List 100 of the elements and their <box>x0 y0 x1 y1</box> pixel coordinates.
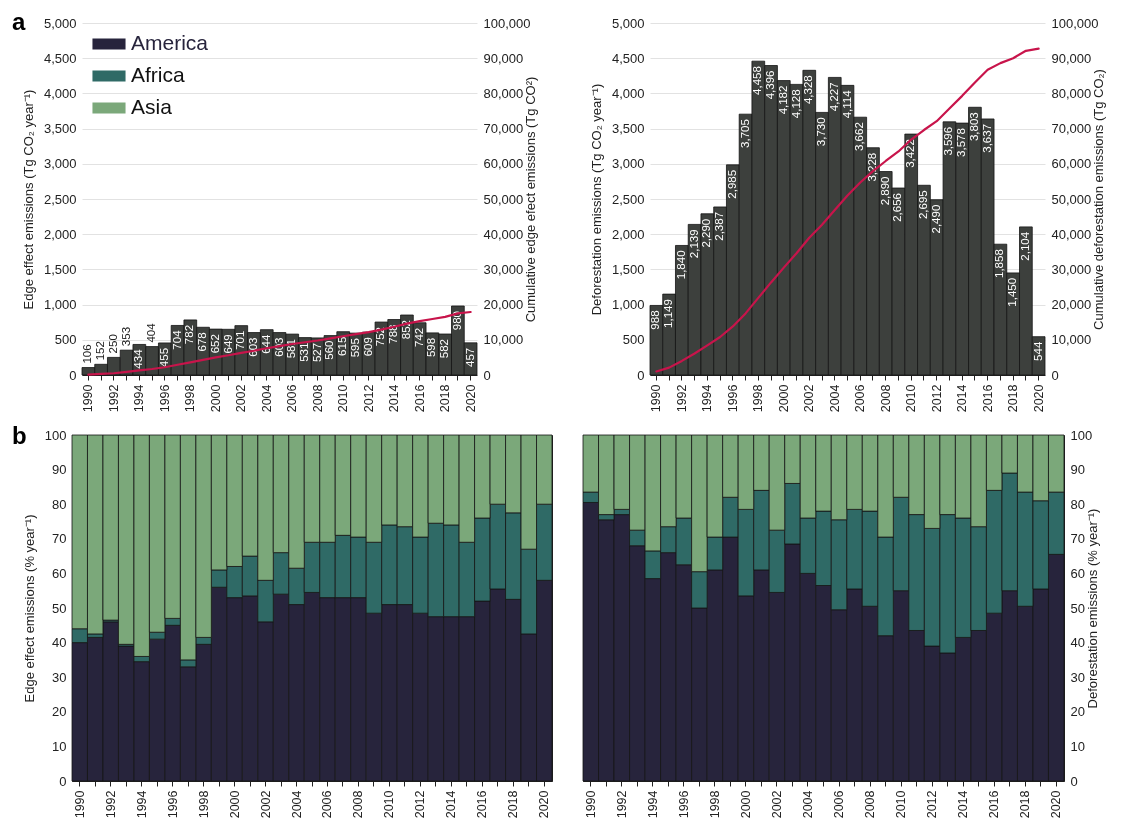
data-label: 1,149 <box>662 299 675 328</box>
data-label: 609 <box>361 337 374 357</box>
x-tick-label: 1992 <box>674 384 689 413</box>
x-tick-label: 2020 <box>463 384 478 413</box>
y-tick-label: 0 <box>637 367 645 383</box>
y-tick-label: 500 <box>54 332 77 348</box>
data-label: 152 <box>94 341 107 361</box>
y2-tick-label: 60,000 <box>483 156 524 172</box>
data-label: 106 <box>81 344 94 364</box>
data-label: 988 <box>649 310 662 330</box>
x-tick-label: 2008 <box>310 384 325 413</box>
data-label: 3,662 <box>853 122 866 151</box>
x-tick-label: 2014 <box>387 384 402 413</box>
data-label: 4,128 <box>789 89 802 119</box>
x-tick-label: 2000 <box>738 790 753 819</box>
data-label: 3,422 <box>904 139 917 168</box>
x-tick-label: 2012 <box>361 384 376 413</box>
x-tick-label: 2020 <box>1031 384 1046 413</box>
data-label: 3,637 <box>980 123 993 153</box>
data-label: 3,596 <box>942 126 955 156</box>
y2-axis-title: Cumulative deforestation emissions (Tg CO₂) <box>1091 69 1107 330</box>
x-tick-label: 2012 <box>413 790 428 819</box>
y-tick-label: 2,000 <box>611 226 645 242</box>
data-label: 2,890 <box>878 176 891 206</box>
y-tick-label: 2,000 <box>43 226 77 242</box>
data-label: 434 <box>132 348 145 369</box>
y2-axis-title: Cumulative edge efect emissions (Tg CO²) <box>523 76 539 323</box>
y-tick-label: 50 <box>52 600 67 616</box>
x-tick-label: 1998 <box>751 384 766 413</box>
x-tick-label: 2016 <box>980 384 995 413</box>
y2-tick-label: 80,000 <box>1051 85 1092 101</box>
x-tick-label: 1992 <box>103 790 118 819</box>
x-tick-label: 1994 <box>132 384 147 413</box>
data-label: 4,328 <box>802 75 815 105</box>
x-tick-label: 2018 <box>438 384 453 413</box>
y2-tick-label: 20,000 <box>483 297 524 313</box>
data-label: 2,387 <box>713 211 726 241</box>
x-tick-label: 2010 <box>336 384 351 413</box>
y-tick-label: 70 <box>52 531 67 547</box>
data-label: 581 <box>285 339 298 359</box>
data-label: 4,114 <box>840 89 853 119</box>
x-tick-label: 1994 <box>134 790 149 819</box>
y-tick-label: 500 <box>622 332 645 348</box>
x-tick-label: 2014 <box>444 790 459 819</box>
data-label: 3,803 <box>967 112 980 142</box>
x-tick-label: 1994 <box>700 384 715 413</box>
x-tick-label: 2008 <box>351 790 366 819</box>
data-label: 2,985 <box>725 169 738 199</box>
y-tick-label: 1,500 <box>43 261 77 277</box>
y2-tick-label: 40,000 <box>483 226 524 242</box>
y-tick-label: 1,000 <box>611 297 645 313</box>
y-tick-label: 5,000 <box>43 15 77 31</box>
y-tick-label: 4,000 <box>611 85 645 101</box>
y2-tick-label: 10,000 <box>483 332 524 348</box>
x-tick-label: 2018 <box>1018 790 1033 819</box>
y-tick-label: 1,000 <box>43 297 77 313</box>
y2-tick-label: 70,000 <box>483 121 524 137</box>
y-tick-label: 2,500 <box>43 191 77 207</box>
x-tick-label: 2012 <box>925 790 940 819</box>
x-tick-label: 2016 <box>475 790 490 819</box>
x-tick-label: 1998 <box>183 384 198 413</box>
y-tick-label: 3,500 <box>611 121 645 137</box>
y-tick-label: 5,000 <box>611 15 645 31</box>
y-tick-label: 3,000 <box>611 156 645 172</box>
y-tick-label: 60 <box>1070 565 1085 581</box>
legend-label: Africa <box>131 63 185 86</box>
x-tick-label: 2002 <box>769 790 784 819</box>
y2-tick-label: 100,000 <box>1051 15 1099 31</box>
data-label: 531 <box>297 342 310 362</box>
x-tick-label: 2002 <box>234 384 249 413</box>
y-tick-label: 20 <box>52 704 67 720</box>
x-tick-label: 1996 <box>676 790 691 819</box>
data-label: 404 <box>145 322 158 343</box>
x-tick-label: 1996 <box>165 790 180 819</box>
data-label: 649 <box>221 334 234 354</box>
x-tick-label: 2006 <box>320 790 335 819</box>
x-tick-label: 2020 <box>537 790 552 819</box>
y-tick-label: 0 <box>59 773 67 789</box>
y2-tick-label: 10,000 <box>1051 332 1092 348</box>
data-label: 701 <box>234 330 247 350</box>
y-tick-label: 80 <box>52 496 67 512</box>
text: America <box>131 31 209 54</box>
x-tick-label: 2006 <box>853 384 868 413</box>
data-label: 2,290 <box>700 218 713 248</box>
x-tick-label: 2010 <box>904 384 919 413</box>
x-tick-label: 2018 <box>1006 384 1021 413</box>
y-tick-label: 50 <box>1070 600 1085 616</box>
x-tick-label: 2008 <box>863 790 878 819</box>
data-label: 2,656 <box>891 193 904 222</box>
y-tick-label: 70 <box>1070 531 1085 547</box>
y-axis-title: Deforestation emissions (% year⁻¹) <box>1085 508 1101 709</box>
data-label: 782 <box>183 324 196 345</box>
y2-tick-label: 40,000 <box>1051 226 1092 242</box>
y-tick-label: 4,500 <box>43 50 77 66</box>
y2-tick-label: 20,000 <box>1051 297 1092 313</box>
data-label: 4,182 <box>776 85 789 115</box>
data-label: 652 <box>208 334 221 354</box>
y-tick-label: 1,500 <box>611 261 645 277</box>
x-tick-label: 2006 <box>832 790 847 819</box>
data-label: 4,227 <box>827 82 840 112</box>
